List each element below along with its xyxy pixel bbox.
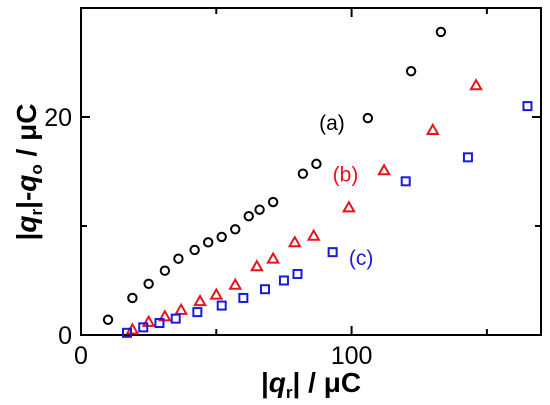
data-point bbox=[189, 244, 200, 256]
y-label-subscript-o: o bbox=[27, 164, 46, 174]
y-label-bar-minus: |- bbox=[11, 192, 42, 209]
data-point bbox=[138, 322, 149, 333]
data-point bbox=[173, 253, 184, 264]
data-point bbox=[127, 292, 138, 304]
data-point bbox=[122, 327, 132, 338]
series-label: (b) bbox=[333, 163, 359, 186]
data-point bbox=[157, 309, 172, 322]
data-point bbox=[469, 78, 483, 91]
y-label-unit: / μC bbox=[11, 104, 42, 165]
x-axis-label: |qr| / μC bbox=[261, 367, 361, 402]
data-point bbox=[266, 251, 281, 264]
data-points bbox=[102, 26, 533, 338]
y-axis-label: |qr|-qo / μC bbox=[11, 104, 46, 241]
y-label-q-o: q bbox=[11, 175, 42, 192]
data-point bbox=[425, 122, 440, 135]
data-point bbox=[400, 176, 411, 187]
data-point bbox=[174, 302, 189, 315]
data-point bbox=[202, 237, 214, 248]
data-point bbox=[297, 168, 309, 179]
data-point bbox=[102, 314, 114, 325]
plot-frame bbox=[80, 7, 542, 336]
y-tick-label: 20 bbox=[44, 104, 72, 132]
data-point bbox=[143, 278, 154, 289]
data-point bbox=[216, 231, 227, 243]
data-point bbox=[267, 196, 279, 208]
data-point bbox=[292, 268, 303, 279]
data-point bbox=[341, 200, 356, 213]
data-point bbox=[141, 314, 156, 327]
tick-labels: 0 100 0 20 bbox=[44, 104, 372, 370]
series-label: (c) bbox=[349, 247, 374, 270]
x-label-close-bar: | bbox=[293, 367, 301, 398]
data-point bbox=[435, 26, 447, 38]
data-point bbox=[306, 228, 321, 241]
data-point bbox=[216, 300, 227, 311]
y-label-subscript-r: r bbox=[27, 209, 46, 216]
series-label: (a) bbox=[319, 112, 345, 135]
data-point bbox=[362, 112, 374, 124]
data-point bbox=[209, 287, 224, 300]
data-point bbox=[170, 313, 181, 324]
data-point bbox=[260, 284, 270, 295]
data-point bbox=[154, 318, 165, 329]
y-label-open-bar: | bbox=[11, 233, 42, 241]
data-point bbox=[193, 293, 207, 307]
data-point bbox=[405, 66, 417, 77]
x-label-subscript: r bbox=[286, 383, 293, 402]
y-tick-label: 0 bbox=[58, 322, 72, 350]
data-point bbox=[228, 277, 243, 290]
data-point bbox=[327, 247, 338, 258]
series-square bbox=[122, 101, 533, 338]
data-point bbox=[287, 235, 302, 248]
data-point bbox=[159, 265, 171, 276]
data-point bbox=[522, 101, 533, 112]
data-point bbox=[311, 158, 322, 170]
series-circle bbox=[102, 26, 447, 325]
data-point bbox=[462, 152, 473, 163]
data-point bbox=[238, 292, 249, 303]
data-point bbox=[249, 259, 264, 272]
axis-ticks bbox=[80, 7, 541, 336]
x-label-open-bar: | bbox=[261, 367, 269, 398]
y-label-q-r: q bbox=[11, 216, 42, 233]
data-point bbox=[254, 204, 265, 215]
data-point bbox=[192, 307, 203, 318]
data-point bbox=[278, 275, 289, 286]
x-tick-label: 100 bbox=[331, 342, 373, 370]
x-label-q: q bbox=[269, 367, 286, 398]
x-label-unit: / μC bbox=[300, 367, 361, 398]
data-point bbox=[243, 210, 254, 222]
data-point bbox=[230, 224, 241, 235]
series-triangle bbox=[125, 78, 483, 335]
x-tick-label: 0 bbox=[74, 342, 88, 370]
data-point bbox=[377, 163, 391, 176]
series-annotations: (a) (b) (c) bbox=[319, 112, 373, 270]
